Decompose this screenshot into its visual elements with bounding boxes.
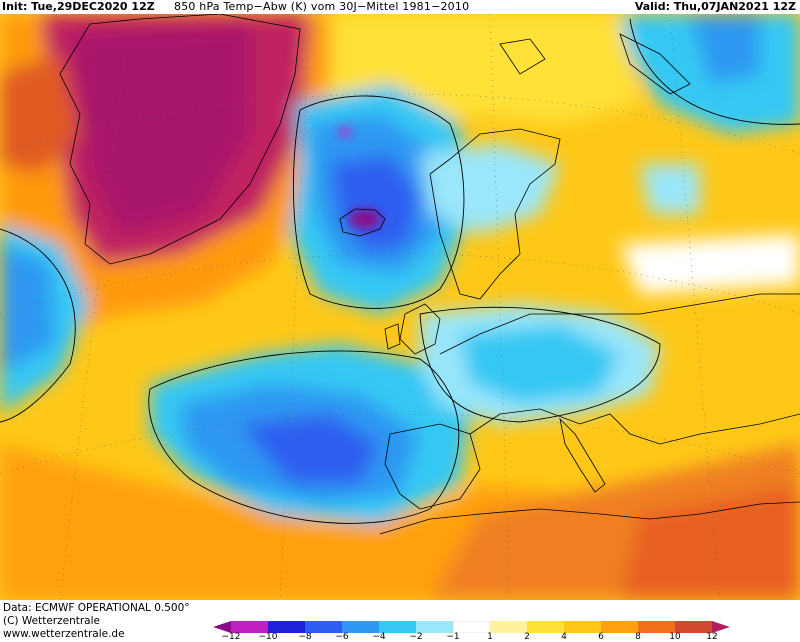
legend-tick-label: −8 bbox=[298, 632, 312, 642]
legend-arrow-left bbox=[213, 621, 231, 633]
legend-arrow-right bbox=[712, 621, 730, 633]
legend-tick-label: 10 bbox=[669, 632, 681, 642]
legend-swatch bbox=[231, 621, 268, 633]
anomaly-field bbox=[0, 14, 800, 600]
legend-tick-label: −1 bbox=[446, 632, 460, 642]
legend-swatch bbox=[305, 621, 342, 633]
legend-swatch bbox=[268, 621, 305, 633]
header-bar: Init: Tue,29DEC2020 12Z 850 hPa Temp−Abw… bbox=[0, 0, 800, 14]
anomaly-map bbox=[0, 14, 800, 600]
copyright: (C) Wetterzentrale bbox=[3, 615, 100, 627]
map-title: 850 hPa Temp−Abw (K) vom 30J−Mittel 1981… bbox=[174, 0, 470, 13]
legend-swatch bbox=[379, 621, 416, 633]
legend-tick-label: −6 bbox=[335, 632, 349, 642]
graticule bbox=[0, 14, 800, 600]
legend-swatch bbox=[416, 621, 453, 633]
legend-tick-label: 1 bbox=[487, 632, 493, 642]
legend-tick-label: 6 bbox=[598, 632, 604, 642]
data-source: Data: ECMWF OPERATIONAL 0.500° bbox=[3, 602, 190, 614]
credits: Data: ECMWF OPERATIONAL 0.500° (C) Wette… bbox=[3, 602, 190, 641]
legend-tick-label: 4 bbox=[561, 632, 567, 642]
legend-swatch bbox=[638, 621, 675, 633]
init-time: Init: Tue,29DEC2020 12Z bbox=[2, 0, 155, 13]
legend-tick-label: 2 bbox=[524, 632, 530, 642]
valid-time: Valid: Thu,07JAN2021 12Z bbox=[634, 0, 796, 13]
legend-tick-label: 8 bbox=[635, 632, 641, 642]
coastlines bbox=[59, 14, 800, 535]
legend-swatch bbox=[601, 621, 638, 633]
legend-swatch bbox=[564, 621, 601, 633]
legend-swatch bbox=[527, 621, 564, 633]
legend-swatch bbox=[675, 621, 712, 633]
legend-tick-label: 12 bbox=[706, 632, 718, 642]
color-legend bbox=[213, 621, 730, 633]
legend-tick-label: −10 bbox=[258, 632, 278, 642]
website: www.wetterzentrale.de bbox=[3, 628, 125, 640]
legend-swatch bbox=[490, 621, 527, 633]
legend-tick-label: −12 bbox=[221, 632, 241, 642]
legend-tick-label: −2 bbox=[409, 632, 423, 642]
legend-tick-label: −4 bbox=[372, 632, 386, 642]
zero-contour bbox=[0, 18, 800, 524]
cold-core bbox=[339, 127, 381, 229]
legend-swatch bbox=[342, 621, 379, 633]
